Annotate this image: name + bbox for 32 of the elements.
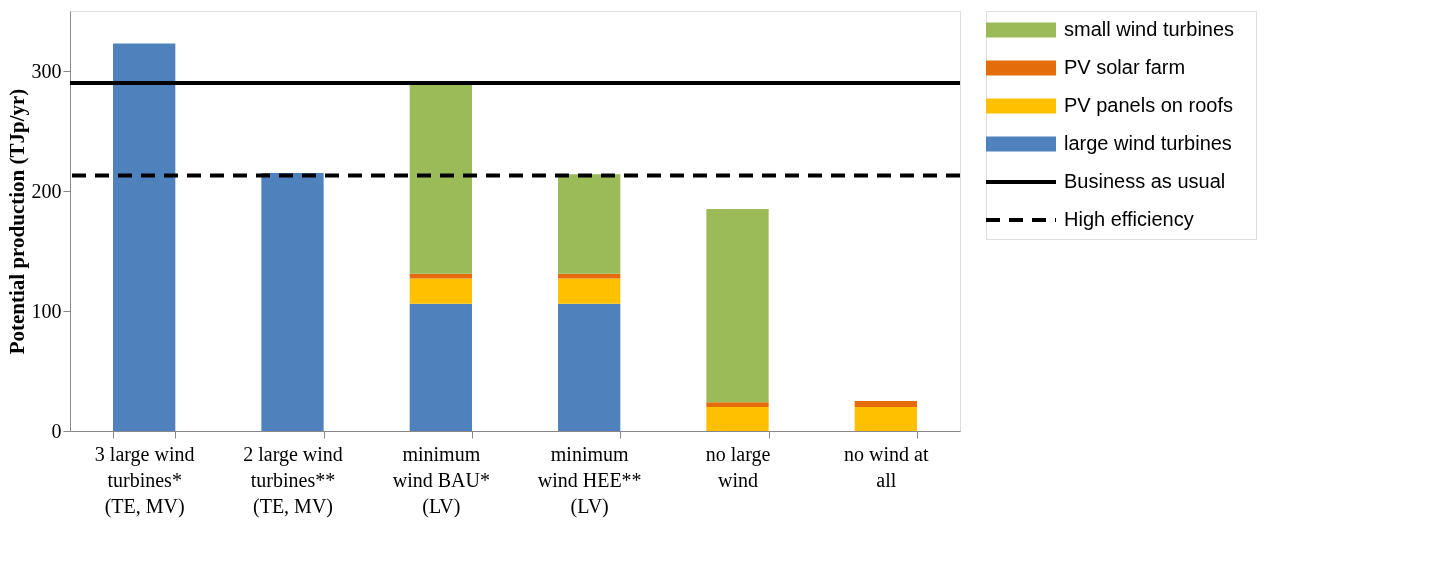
y-axis-title: Potential production (TJp/yr) xyxy=(4,88,29,355)
bar xyxy=(706,402,769,407)
x-tick-label: no wind at all xyxy=(844,442,929,491)
y-tick-label: 300 xyxy=(31,59,62,82)
bar xyxy=(113,43,176,431)
bar xyxy=(854,407,917,431)
bar xyxy=(706,407,769,431)
bar xyxy=(409,278,472,304)
bar xyxy=(409,83,472,274)
x-tick-label: no large wind xyxy=(705,442,771,491)
legend-label: small wind turbines xyxy=(1064,18,1235,40)
legend-label: PV panels on roofs xyxy=(1064,94,1233,116)
y-tick-label: 0 xyxy=(51,419,62,442)
bar xyxy=(558,174,621,274)
x-tick-label: 3 large wind turbines* (TE, MV) xyxy=(94,442,195,518)
bar xyxy=(409,273,472,279)
y-tick-label: 200 xyxy=(31,179,62,202)
bar xyxy=(558,303,621,431)
x-tick-label: minimum wind HEE** (LV) xyxy=(537,442,642,518)
legend-label: PV solar farm xyxy=(1064,56,1186,78)
y-tick-label: 100 xyxy=(31,299,62,322)
bar xyxy=(261,173,324,431)
legend-label: High efficiency xyxy=(1064,208,1194,230)
legend-label: Business as usual xyxy=(1064,170,1226,192)
bar xyxy=(854,401,917,407)
x-tick-label: minimum wind BAU* (LV) xyxy=(392,442,490,518)
bar xyxy=(558,273,621,279)
legend-label: large wind turbines xyxy=(1064,132,1232,154)
x-tick-label: 2 large wind turbines** (TE, MV) xyxy=(243,442,343,518)
bar xyxy=(706,209,769,403)
bar xyxy=(409,303,472,431)
bar xyxy=(558,278,621,304)
